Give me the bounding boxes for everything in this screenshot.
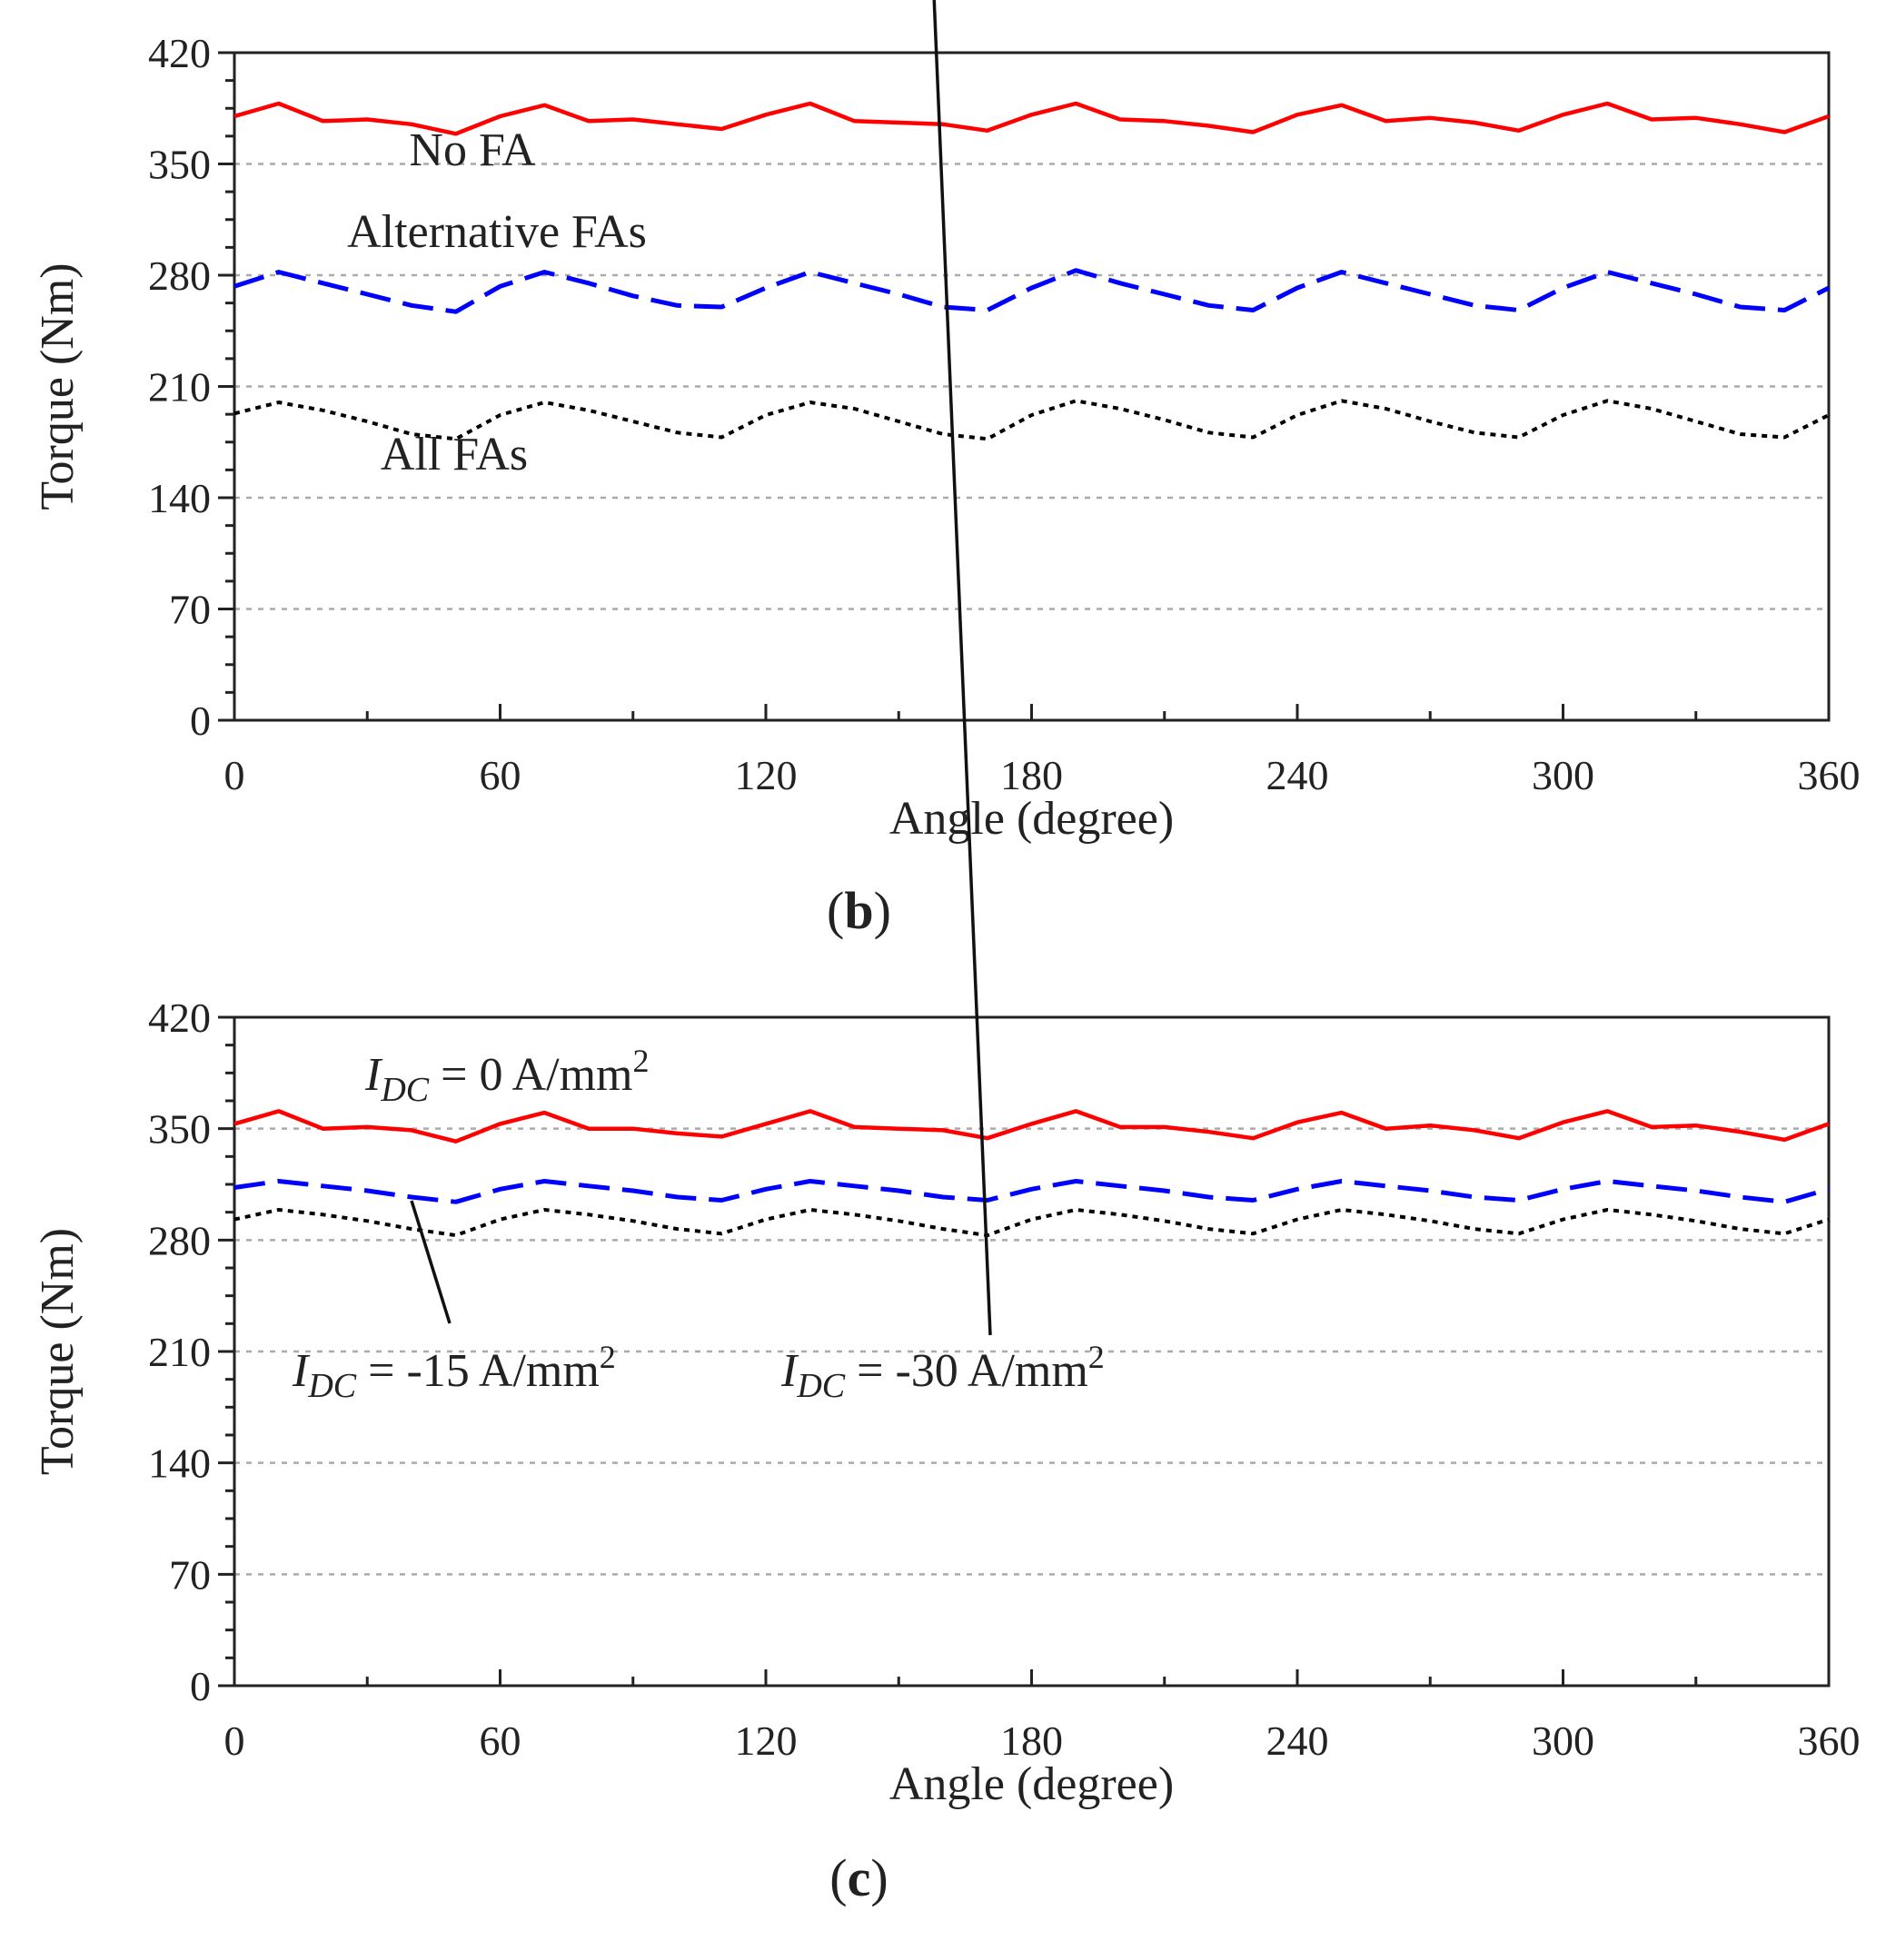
y-tick-label: 280	[148, 252, 211, 299]
x-tick-label: 60	[480, 752, 521, 798]
series-line-2	[233, 268, 1831, 314]
x-tick-label: 360	[1798, 752, 1861, 798]
x-tick-label: 240	[1266, 752, 1329, 798]
chart-panel-b: 0 70 140 210 280 350 420 0 60 120 180 240 300 360 Angl…	[32, 30, 1861, 940]
x-tick-label: 240	[1266, 1717, 1329, 1764]
y-tick-label: 420	[148, 995, 211, 1041]
x-tick-label: 180	[1000, 752, 1063, 798]
series-annotation: Alternative FAs	[347, 206, 647, 258]
y-tick-label: 280	[148, 1217, 211, 1263]
series-annotation: IDC = -30 A/mm2	[780, 1339, 1105, 1405]
y-axis-label: Torque (Nm)	[32, 262, 84, 510]
x-tick-label: 0	[224, 752, 245, 798]
panel-label: (c)	[829, 1848, 888, 1907]
series-annotation: No FA	[409, 124, 536, 176]
y-tick-label: 350	[148, 142, 211, 188]
series-line-1	[233, 1109, 1830, 1143]
x-tick-label: 180	[1000, 1717, 1063, 1764]
y-tick-label: 70	[169, 1551, 211, 1598]
leader-line	[410, 1200, 452, 1324]
leader-line	[932, 0, 992, 1336]
y-tick-label: 210	[148, 1329, 211, 1375]
x-tick-label: 300	[1532, 752, 1594, 798]
x-axis-label: Angle (degree)	[889, 1758, 1174, 1810]
series-line-3	[233, 1208, 1830, 1238]
x-tick-label: 120	[735, 1717, 798, 1764]
x-tick-label: 60	[480, 1717, 521, 1764]
y-tick-label: 420	[148, 30, 211, 76]
series-line-1	[233, 101, 1830, 136]
series-annotation: IDC = -15 A/mm2	[292, 1339, 616, 1405]
panel-label: (b)	[827, 881, 891, 940]
y-tick-label: 140	[148, 475, 211, 521]
x-tick-label: 0	[224, 1717, 245, 1764]
y-tick-label: 140	[148, 1440, 211, 1487]
series-line-3	[233, 399, 1830, 441]
y-tick-label: 350	[148, 1106, 211, 1153]
x-tick-label: 360	[1798, 1717, 1861, 1764]
chart-panel-c: 0 70 140 210 280 350 420 0 60 120 180 240 300 360 Angl…	[32, 0, 1861, 1907]
x-tick-label: 120	[735, 752, 798, 798]
y-axis-label: Torque (Nm)	[32, 1228, 84, 1475]
series-line-2	[233, 1179, 1830, 1204]
series-annotation: All FAs	[381, 429, 528, 480]
y-tick-label: 0	[190, 698, 211, 744]
y-tick-label: 0	[190, 1663, 211, 1709]
series-annotation: IDC = 0 A/mm2	[364, 1043, 649, 1109]
x-axis-label: Angle (degree)	[889, 793, 1174, 845]
y-tick-label: 70	[169, 587, 211, 633]
x-tick-label: 300	[1532, 1717, 1594, 1764]
y-tick-label: 210	[148, 364, 211, 411]
